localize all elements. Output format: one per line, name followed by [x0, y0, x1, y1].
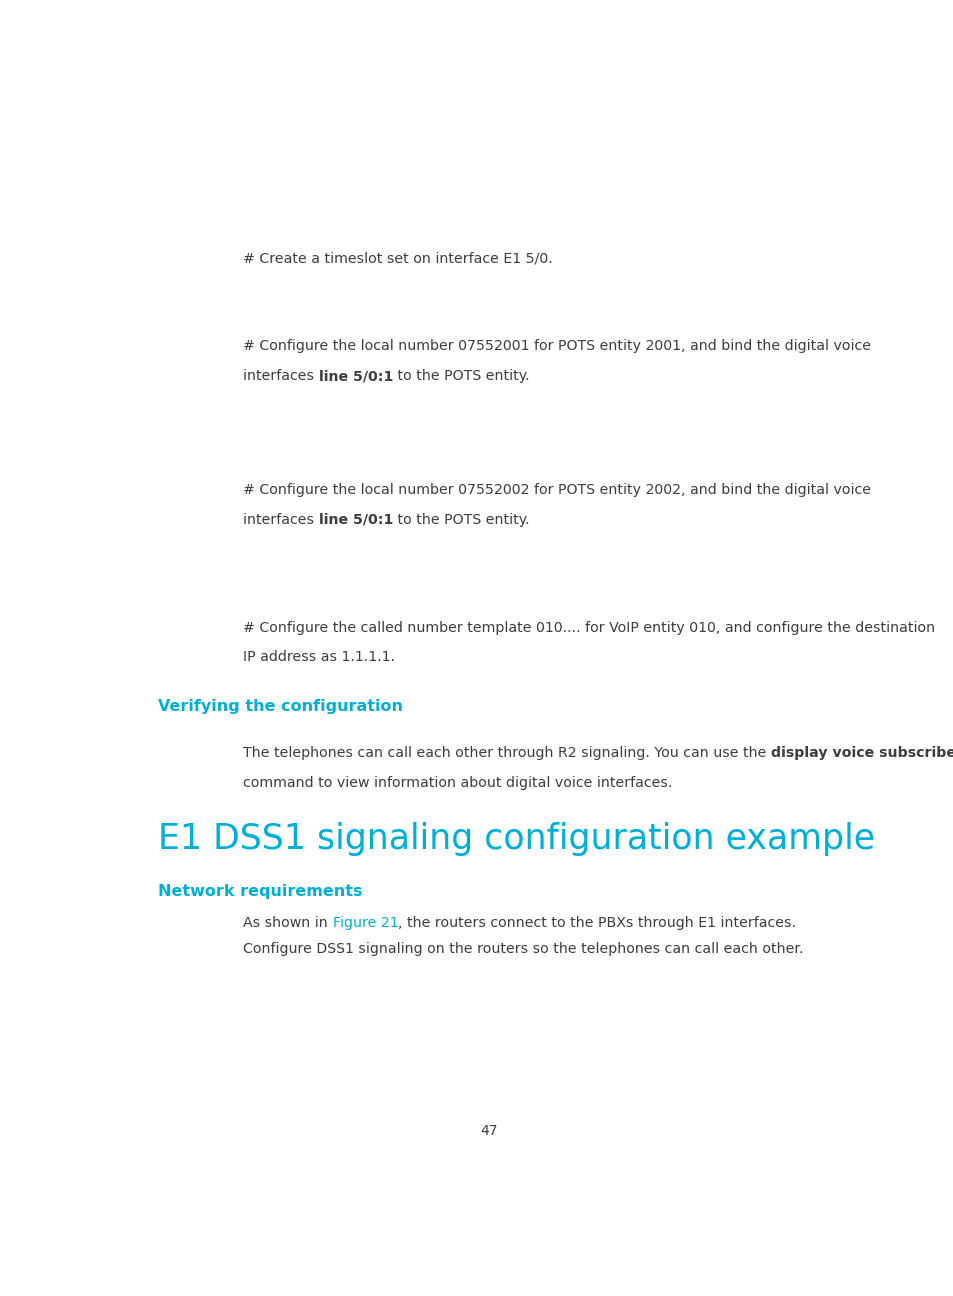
Text: interfaces: interfaces — [243, 513, 318, 526]
Text: , the routers connect to the PBXs through E1 interfaces.: , the routers connect to the PBXs throug… — [398, 916, 796, 931]
Text: The telephones can call each other through R2 signaling. You can use the: The telephones can call each other throu… — [243, 746, 771, 761]
Text: interfaces: interfaces — [243, 369, 318, 384]
Text: Figure 21: Figure 21 — [333, 916, 398, 931]
Text: to the POTS entity.: to the POTS entity. — [393, 369, 530, 384]
Text: command to view information about digital voice interfaces.: command to view information about digita… — [243, 776, 672, 791]
Text: Verifying the configuration: Verifying the configuration — [157, 700, 402, 714]
Text: E1 DSS1 signaling configuration example: E1 DSS1 signaling configuration example — [157, 822, 874, 857]
Text: # Configure the called number template 010.... for VoIP entity 010, and configur: # Configure the called number template 0… — [243, 621, 935, 635]
Text: Configure DSS1 signaling on the routers so the telephones can call each other.: Configure DSS1 signaling on the routers … — [243, 942, 803, 956]
Text: line 5/0:1: line 5/0:1 — [318, 369, 393, 384]
Text: # Create a timeslot set on interface E1 5/0.: # Create a timeslot set on interface E1 … — [243, 251, 553, 266]
Text: Network requirements: Network requirements — [157, 884, 362, 899]
Text: # Configure the local number 07552002 for POTS entity 2002, and bind the digital: # Configure the local number 07552002 fo… — [243, 483, 870, 496]
Text: # Configure the local number 07552001 for POTS entity 2001, and bind the digital: # Configure the local number 07552001 fo… — [243, 340, 870, 353]
Text: to the POTS entity.: to the POTS entity. — [393, 513, 530, 526]
Text: IP address as 1.1.1.1.: IP address as 1.1.1.1. — [243, 651, 395, 665]
Text: 47: 47 — [479, 1125, 497, 1138]
Text: As shown in: As shown in — [243, 916, 333, 931]
Text: display voice subscriber-line: display voice subscriber-line — [771, 746, 953, 761]
Text: line 5/0:1: line 5/0:1 — [318, 513, 393, 526]
